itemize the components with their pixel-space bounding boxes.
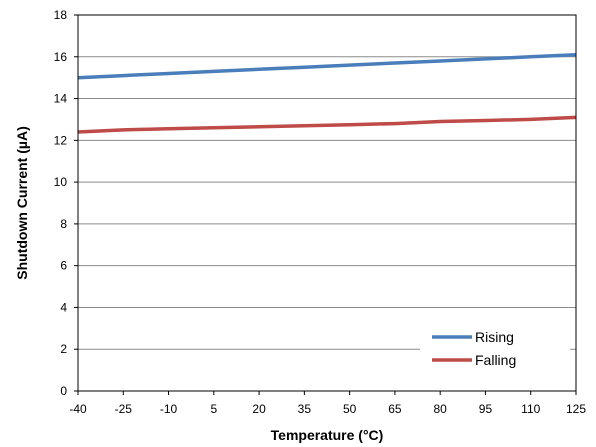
y-tick-label: 8: [60, 217, 67, 231]
x-tick-label: 125: [566, 402, 586, 416]
legend-background: [420, 323, 570, 373]
y-tick-label: 6: [60, 259, 67, 273]
series-line-falling: [77, 115, 577, 134]
legend-label-rising: Rising: [475, 329, 514, 345]
x-axis-title: Temperature (°C): [271, 427, 384, 443]
series-line-rising: [77, 52, 577, 80]
x-tick-label: 5: [210, 402, 217, 416]
y-tick-label: 0: [60, 384, 67, 398]
x-tick-label: 110: [521, 402, 540, 416]
y-tick-label: 16: [54, 50, 68, 64]
y-axis-ticks: 0 2 4 6 8 10 12 14 16 18: [54, 8, 78, 398]
data-series: [77, 52, 577, 134]
x-tick-label: -10: [160, 402, 178, 416]
x-tick-label: 95: [479, 402, 493, 416]
x-tick-label: -25: [115, 402, 133, 416]
y-axis-title: Shutdown Current (µA): [14, 126, 30, 280]
legend-label-falling: Falling: [475, 352, 516, 368]
y-tick-label: 4: [60, 300, 67, 314]
x-tick-label: 50: [343, 402, 357, 416]
x-tick-label: -40: [69, 402, 87, 416]
x-tick-label: 65: [388, 402, 402, 416]
x-tick-label: 20: [252, 402, 266, 416]
x-tick-label: 35: [298, 402, 312, 416]
legend: Rising Falling: [420, 323, 570, 373]
gridlines: [78, 56, 576, 350]
y-tick-label: 18: [54, 8, 68, 22]
y-tick-label: 14: [54, 92, 68, 106]
x-tick-label: 80: [434, 402, 448, 416]
plot-area-frame: [77, 14, 577, 392]
y-tick-label: 10: [54, 175, 68, 189]
x-axis-ticks: -40 -25 -10 5 20 35 50 65 80 95 110 125: [69, 391, 586, 416]
y-tick-label: 2: [60, 342, 67, 356]
y-tick-label: 12: [54, 133, 68, 147]
